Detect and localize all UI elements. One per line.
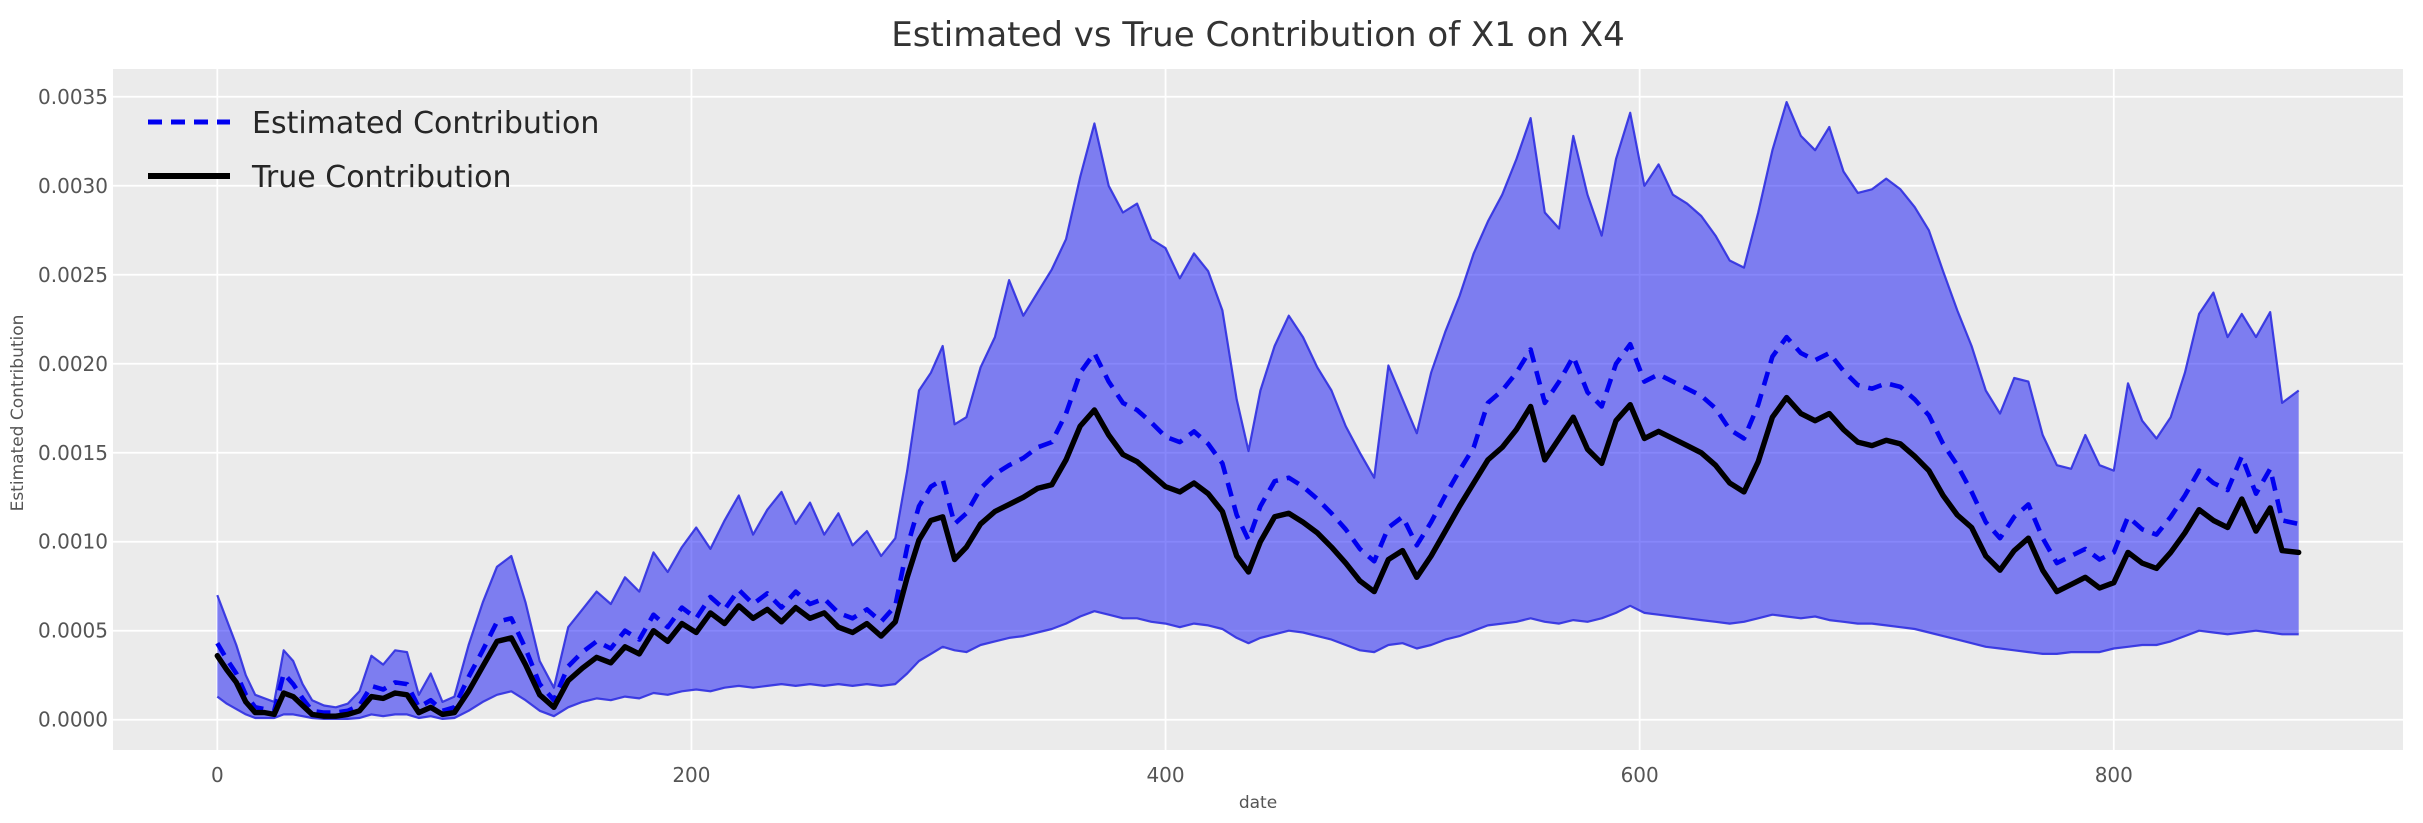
x-tick-label: 800 [2095, 763, 2133, 787]
x-tick-label: 0 [211, 763, 224, 787]
x-axis-tick-labels: 0 200 400 600 800 [211, 763, 2133, 787]
y-tick-label: 0.0005 [38, 619, 108, 643]
chart-title: Estimated vs True Contribution of X1 on … [891, 15, 1625, 55]
legend-true-label: True Contribution [251, 160, 512, 195]
y-axis-label: Estimated Contribution [8, 315, 28, 512]
x-tick-label: 400 [1146, 763, 1184, 787]
true-contribution-line [214, 394, 2302, 719]
band-upper-edge [216, 101, 2300, 709]
band-lower-edge [216, 604, 2299, 720]
x-tick-label: 600 [1621, 763, 1659, 787]
estimated-contribution-line [215, 334, 2300, 715]
y-tick-label: 0.0030 [38, 174, 108, 198]
legend: Estimated Contribution True Contribution [148, 106, 599, 195]
y-tick-label: 0.0025 [38, 263, 108, 287]
y-axis-tick-labels: 0.0000 0.0005 0.0010 0.0015 0.0020 0.0025 0.00… [38, 85, 108, 732]
y-tick-label: 0.0010 [38, 530, 108, 554]
y-tick-label: 0.0035 [38, 85, 108, 109]
uncertainty-band [217, 102, 2299, 719]
x-tick-label: 200 [672, 763, 710, 787]
y-tick-label: 0.0015 [38, 441, 108, 465]
legend-estimated-label: Estimated Contribution [252, 106, 599, 141]
y-tick-label: 0.0020 [38, 352, 108, 376]
x-axis-label: date [1239, 793, 1277, 813]
y-tick-label: 0.0000 [38, 708, 108, 732]
plot-area [113, 69, 2403, 750]
